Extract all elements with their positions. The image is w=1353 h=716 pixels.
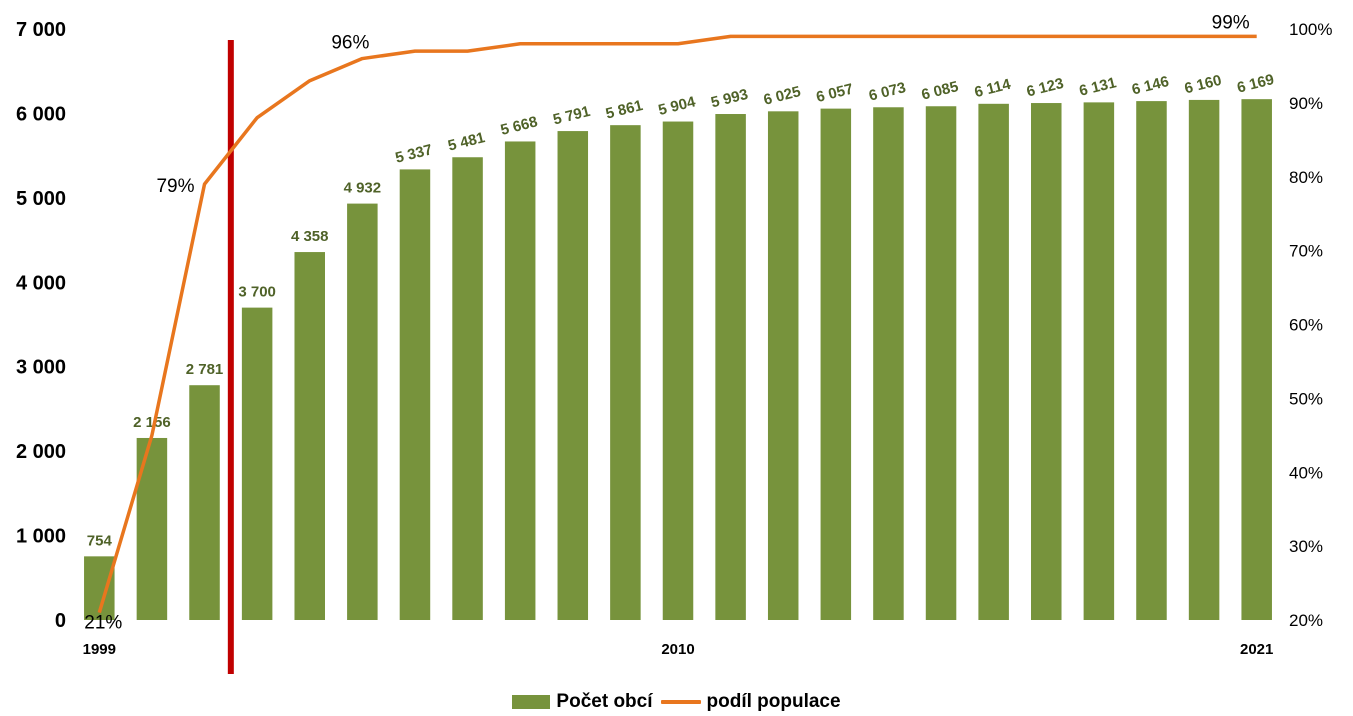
bar — [241, 307, 273, 620]
y-left-tick-label: 6 000 — [16, 103, 66, 125]
bar-data-label: 5 904 — [657, 93, 698, 119]
bar-data-label: 6 025 — [762, 83, 803, 109]
bar-data-label: 4 932 — [344, 180, 382, 197]
legend-bar-swatch — [512, 695, 551, 709]
bar-data-label: 5 481 — [446, 129, 487, 155]
bar-data-label: 5 668 — [499, 113, 540, 139]
y-left-tick-label: 3 000 — [16, 357, 66, 379]
bar-data-label: 5 337 — [394, 141, 435, 167]
y-left-tick-label: 0 — [55, 610, 66, 632]
x-tick-label: 2010 — [661, 641, 694, 658]
bar — [662, 121, 694, 620]
bar — [1083, 102, 1115, 621]
bar-data-label: 6 073 — [867, 79, 908, 105]
bar-data-label: 6 057 — [814, 80, 855, 106]
y-left-tick-label: 1 000 — [16, 526, 66, 548]
x-tick-label: 2021 — [1240, 641, 1273, 658]
line-data-label: 79% — [156, 176, 194, 197]
y-left-tick-label: 2 000 — [16, 441, 66, 463]
y-left-tick-label: 5 000 — [16, 188, 66, 210]
bar-data-label: 3 700 — [238, 284, 276, 301]
y-right-tick-label: 60% — [1289, 316, 1323, 335]
bar-data-label: 5 861 — [604, 97, 645, 123]
y-left-tick-label: 7 000 — [16, 19, 66, 41]
bar-data-label: 6 160 — [1183, 72, 1224, 98]
y-right-tick-label: 30% — [1289, 537, 1323, 556]
bar — [399, 169, 431, 620]
y-right-tick-label: 50% — [1289, 389, 1323, 408]
bar-data-label: 2 156 — [133, 414, 171, 431]
bar-data-label: 754 — [87, 532, 113, 549]
y-left-tick-label: 4 000 — [16, 272, 66, 294]
bar-data-label: 6 123 — [1025, 75, 1066, 101]
bar-data-label: 6 131 — [1078, 74, 1119, 100]
y-right-tick-label: 100% — [1289, 20, 1332, 39]
line-data-label: 96% — [331, 33, 369, 54]
y-right-tick-label: 40% — [1289, 463, 1323, 482]
bar-data-label: 4 358 — [291, 228, 329, 245]
bar — [452, 157, 483, 620]
legend-label-line: podíl populace — [706, 691, 841, 712]
y-right-tick-label: 80% — [1289, 168, 1323, 187]
bar — [978, 103, 1009, 620]
legend-label-bars: Počet obcí — [556, 691, 653, 712]
bar — [189, 385, 220, 620]
legend: Počet obcí podíl populace — [0, 688, 1353, 716]
y-right-tick-label: 70% — [1289, 242, 1323, 261]
combo-chart: 0 1 000 2 000 3 000 4 000 5 000 6 000 7 000 20% 3… — [16, 12, 1332, 674]
bar — [610, 125, 641, 620]
bar — [347, 203, 378, 621]
bar-data-label: 6 114 — [973, 76, 1013, 102]
line-data-label: 21% — [84, 613, 122, 634]
bar-data-label: 5 993 — [709, 86, 750, 112]
bar — [925, 106, 957, 621]
bar-data-label: 5 791 — [551, 103, 592, 129]
bar-data-label: 6 085 — [920, 78, 961, 104]
bar — [715, 114, 746, 621]
legend-item-bars: Počet obcí — [512, 691, 653, 713]
bar — [504, 141, 536, 620]
bar — [873, 107, 904, 621]
bar-data-label: 6 146 — [1130, 73, 1171, 99]
series-line — [97, 34, 1257, 614]
x-tick-label: 1999 — [83, 641, 116, 658]
legend-item-line: podíl populace — [660, 691, 841, 713]
bar — [767, 111, 799, 620]
line-data-label: 99% — [1212, 12, 1250, 33]
bar — [557, 131, 589, 620]
y-right-tick-label: 90% — [1289, 94, 1323, 113]
bar — [1031, 103, 1062, 621]
bar — [1241, 99, 1272, 620]
bar — [294, 252, 325, 620]
y-right-tick-label: 20% — [1289, 611, 1323, 630]
bar — [820, 108, 852, 620]
bar — [1136, 101, 1167, 621]
bar-data-label: 2 781 — [186, 361, 224, 378]
legend-line-swatch — [660, 700, 701, 704]
bar — [1188, 99, 1220, 621]
bar-data-label: 6 169 — [1235, 71, 1276, 97]
